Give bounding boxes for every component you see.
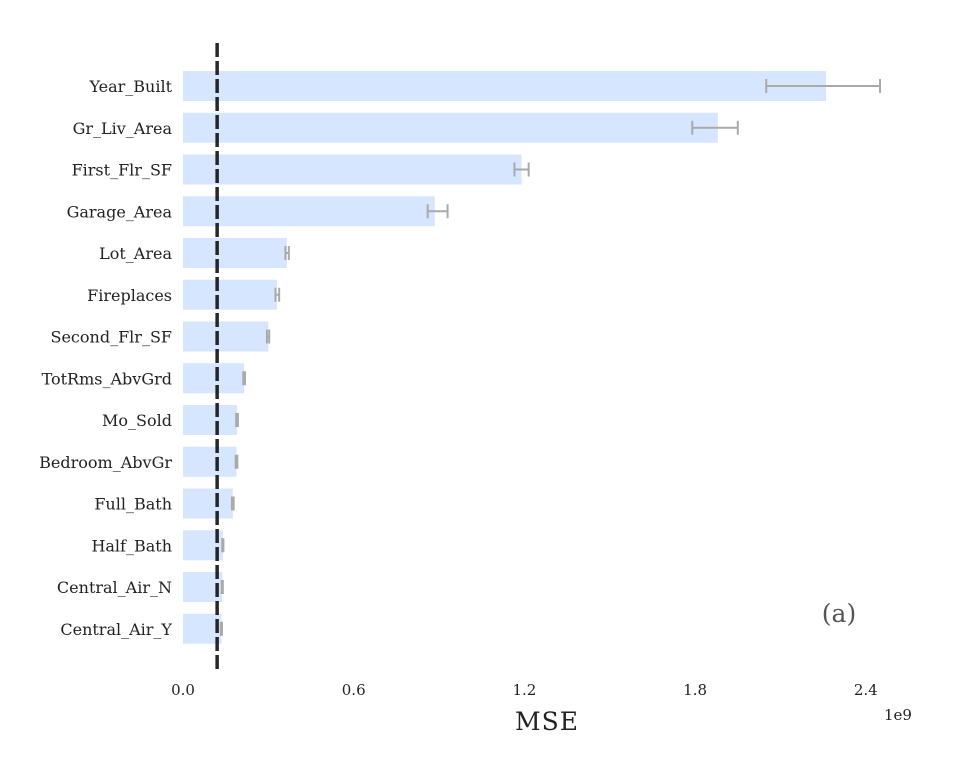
error-bar-full-bath (230, 496, 235, 511)
error-bar-first-flr-sf (513, 162, 530, 177)
error-bar-lot-area (284, 246, 290, 260)
bar-mo-sold (183, 405, 238, 435)
y-tick-label-year-built: Year_Built (88, 77, 172, 96)
x-tick-label: 2.4 (854, 681, 878, 699)
bar-second-flr-sf (183, 321, 269, 352)
x-tick-label: 1.2 (512, 681, 536, 699)
y-tick-label-lot-area: Lot_Area (99, 244, 172, 263)
y-tick-label-second-flr-sf: Second_Flr_SF (51, 328, 173, 347)
y-tick-label-central-air-y: Central_Air_Y (60, 620, 172, 639)
error-bar-second-flr-sf (265, 329, 271, 344)
panel-label: (a) (822, 599, 856, 628)
y-tick-label-mo-sold: Mo_Sold (102, 411, 172, 430)
x-axis-offset-label: 1e9 (884, 706, 912, 724)
error-bar-mo-sold (235, 413, 239, 427)
bar-bedroom-abvgr (183, 446, 237, 477)
bar-central-air-y (183, 613, 222, 644)
bars-group (183, 71, 826, 644)
y-tick-label-fireplaces: Fireplaces (87, 286, 172, 305)
error-bar-central-air-y (219, 621, 223, 636)
bar-lot-area (183, 238, 287, 268)
x-tick-label: 0.0 (171, 681, 195, 699)
bar-full-bath (183, 488, 233, 519)
y-tick-label-garage-area: Garage_Area (67, 202, 173, 221)
y-tick-labels: Year_Built Gr_Liv_Area First_Flr_SF Garage_… (39, 77, 172, 639)
x-axis-label: MSE (515, 707, 579, 736)
error-bar-fireplaces (274, 287, 281, 302)
y-tick-label-half-bath: Half_Bath (91, 536, 172, 555)
x-tick-label: 0.6 (342, 681, 366, 699)
y-tick-label-gr-liv-area: Gr_Liv_Area (73, 119, 173, 138)
y-tick-label-bedroom-abvgr: Bedroom_AbvGr (39, 453, 172, 472)
y-tick-label-central-air-n: Central_Air_N (57, 578, 172, 597)
bar-fireplaces (183, 279, 277, 310)
error-bar-half-bath (221, 538, 225, 553)
error-bar-year-built (765, 79, 882, 93)
error-bars-group (219, 79, 882, 636)
error-bar-bedroom-abvgr (234, 454, 239, 469)
y-tick-label-full-bath: Full_Bath (94, 495, 172, 514)
y-tick-label-first-flr-sf: First_Flr_SF (72, 161, 172, 180)
error-bar-gr-liv-area (691, 120, 739, 135)
bar-garage-area (183, 196, 435, 227)
error-bar-garage-area (426, 204, 449, 219)
bar-gr-liv-area (183, 112, 718, 143)
x-tick-label: 1.8 (683, 681, 707, 699)
x-tick-labels: 0.0 0.6 1.2 1.8 2.4 (171, 681, 878, 699)
error-bar-totrms-abvgrd (242, 371, 247, 386)
bar-first-flr-sf (183, 154, 522, 185)
bar-totrms-abvgrd (183, 363, 245, 394)
error-bar-central-air-n (220, 580, 224, 594)
bar-year-built (183, 71, 826, 101)
y-tick-label-totrms-abvgrd: TotRms_AbvGrd (42, 369, 172, 388)
